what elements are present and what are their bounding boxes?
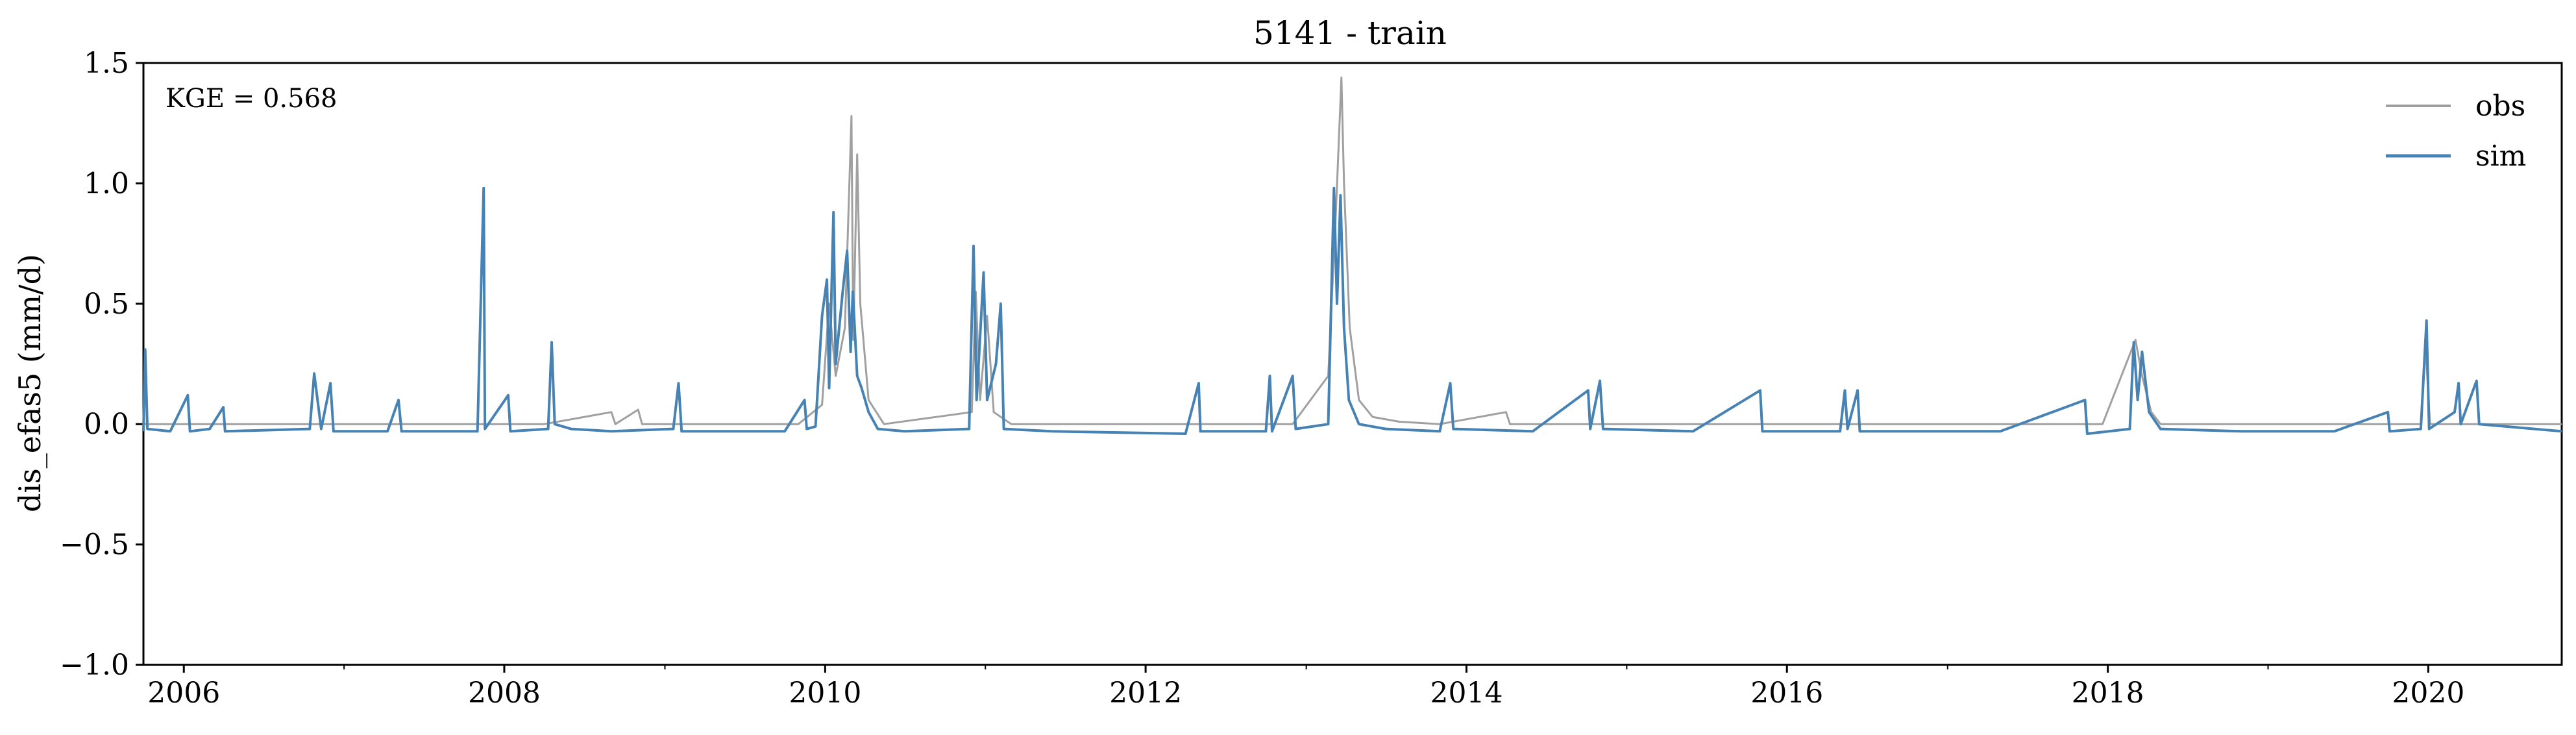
- x-tick-label: 2018: [2072, 677, 2144, 710]
- x-tick-label: 2020: [2392, 677, 2464, 710]
- x-tick-label: 2014: [1430, 677, 1503, 710]
- legend: obs sim: [2386, 90, 2526, 173]
- plot-area: 1.5 1.0 0.5 0.0 −0.5 −1.0 2006 2008 2010 2012 201…: [60, 47, 2563, 710]
- y-tick-label: 0.5: [84, 288, 129, 321]
- chart-title: 5141 - train: [1253, 14, 1447, 52]
- y-tick-label: 1.5: [84, 47, 129, 80]
- legend-label-sim: sim: [2475, 140, 2526, 173]
- x-tick-label: 2010: [789, 677, 861, 710]
- y-tick-label: 1.0: [84, 167, 129, 200]
- kge-annotation: KGE = 0.568: [166, 84, 337, 114]
- y-tick-label: 0.0: [84, 408, 129, 441]
- legend-label-obs: obs: [2475, 90, 2525, 123]
- plot-frame: [142, 62, 2563, 666]
- x-tick-label: 2012: [1109, 677, 1182, 710]
- series-lines: [142, 76, 2562, 435]
- series-line-sim: [142, 186, 2562, 435]
- series-line-obs: [143, 76, 2562, 425]
- x-tick-label: 2008: [468, 677, 541, 710]
- x-tick-label: 2006: [147, 677, 220, 710]
- x-tick-label: 2016: [1750, 677, 1823, 710]
- y-tick-label: −0.5: [60, 529, 129, 562]
- y-axis: 1.5 1.0 0.5 0.0 −0.5 −1.0: [60, 47, 143, 682]
- y-axis-label: dis_efas5 (mm/d): [12, 254, 47, 512]
- x-axis: 2006 2008 2010 2012 2014 2016 2018 2020: [147, 665, 2464, 710]
- y-tick-label: −1.0: [60, 649, 129, 682]
